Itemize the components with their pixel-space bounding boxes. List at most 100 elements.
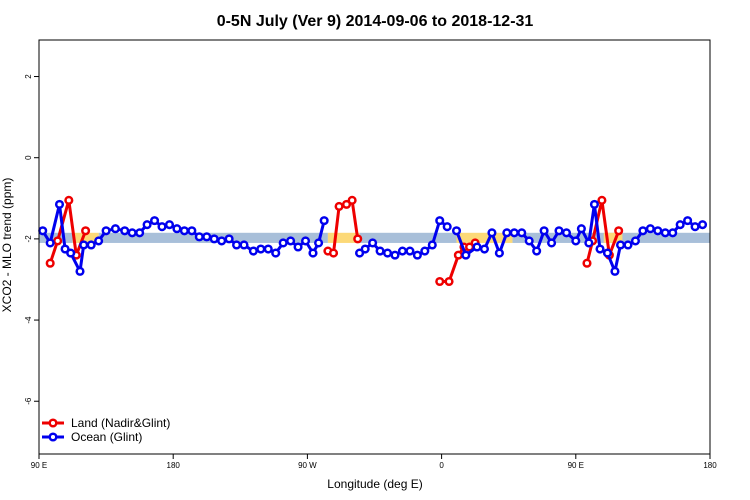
series-1-point-0-33 [286, 236, 296, 246]
land-band-0 [72, 232, 99, 243]
series-1-point-1-9 [420, 246, 430, 256]
series-1-point-2-13 [554, 226, 564, 236]
x-tick-label-1: 180 [167, 461, 181, 470]
series-1-point-0-16 [157, 222, 167, 232]
series-1-point-2-14 [561, 228, 572, 238]
series-1-point-0-4 [66, 248, 76, 258]
series-1-point-1-7 [405, 246, 415, 256]
series-1-point-0-30 [263, 244, 273, 254]
series-1-point-0-19 [179, 226, 189, 236]
y-tick-label-3: 0 [24, 155, 33, 160]
y-tick-label-0: -6 [24, 397, 33, 405]
series-1-point-1-6 [397, 246, 408, 256]
series-1-point-2-19 [595, 244, 605, 254]
series-0-point-0-4 [81, 226, 91, 236]
series-0-point-1-1 [328, 248, 339, 258]
series-1-point-1-4 [382, 248, 393, 258]
series-1-point-2-15 [571, 236, 581, 246]
series-1-point-0-20 [187, 226, 197, 236]
ocean-band-2 [359, 232, 457, 243]
series-1-point-1-1 [360, 244, 370, 254]
series-1-point-2-18 [589, 199, 599, 209]
legend-label-1: Ocean (Glint) [71, 430, 142, 444]
series-1-point-2-3 [479, 244, 490, 254]
series-1-point-0-2 [54, 199, 65, 209]
series-1-point-0-18 [172, 224, 182, 234]
y-tick-label-1: -4 [24, 316, 33, 324]
series-1-point-0-5 [75, 266, 85, 276]
series-1-point-2-0 [451, 226, 462, 236]
series-1-point-0-15 [150, 216, 160, 226]
series-0-point-1-4 [347, 195, 357, 205]
series-1-point-1-5 [390, 250, 400, 260]
x-tick-label-3: 0 [439, 461, 444, 470]
y-tick-label-2: -2 [24, 235, 33, 243]
series-1-point-2-9 [524, 236, 534, 246]
series-1-point-2-24 [630, 236, 640, 246]
series-1-point-2-2 [472, 242, 482, 252]
land-band-3 [603, 232, 623, 243]
series-1-point-2-33 [697, 220, 708, 230]
series-1-point-1-0 [355, 248, 365, 258]
series-0-point-0-0 [45, 258, 55, 268]
series-1-point-2-27 [653, 226, 663, 236]
series-0-point-2-1 [444, 276, 454, 287]
series-0-point-0-2 [64, 195, 74, 205]
series-1-point-2-17 [584, 238, 594, 248]
series-0-point-1-3 [341, 199, 352, 209]
series-1-point-1-10 [427, 240, 437, 250]
series-1-point-0-13 [135, 228, 145, 238]
series-1-point-0-14 [142, 220, 152, 230]
series-1-point-2-32 [690, 222, 700, 232]
series-1-point-0-12 [127, 228, 137, 238]
series-1-point-0-31 [271, 248, 281, 258]
x-axis: 90 E 180 90 W 0 90 E 180 [31, 454, 717, 470]
series-1-point-2-26 [645, 224, 655, 234]
series-1-point-2-6 [502, 228, 512, 238]
series-1-point-0-32 [278, 238, 288, 248]
series-0-point-2-2 [453, 250, 463, 260]
series-layer [38, 195, 708, 287]
series-1-point-2-30 [675, 220, 685, 230]
legend-marker-1 [48, 432, 58, 442]
series-1-point-2-21 [610, 266, 620, 276]
series-1-point-0-0 [38, 226, 48, 236]
land-band-1 [327, 232, 360, 243]
legend-marker-0 [48, 418, 58, 428]
chart-title: 0-5N July (Ver 9) 2014-09-06 to 2018-12-… [217, 13, 534, 30]
series-1-point-0-6 [79, 240, 89, 250]
series-1-point-0-35 [300, 236, 311, 246]
series-0-point-3-2 [597, 195, 607, 205]
series-1-point-1-11 [435, 216, 445, 226]
series-1-point-2-31 [683, 216, 693, 226]
series-1-point-2-25 [638, 226, 648, 236]
series-1-point-2-12 [547, 238, 557, 248]
series-1-point-2-1 [461, 250, 471, 260]
series-1-point-2-4 [487, 228, 497, 238]
x-tick-label-2: 90 W [298, 461, 317, 470]
series-1-point-0-22 [202, 232, 212, 242]
series-1-point-0-1 [45, 238, 55, 248]
y-axis: -6 -4 -2 0 2 [24, 74, 39, 405]
series-0-point-1-2 [334, 201, 344, 211]
series-0-point-3-4 [614, 226, 624, 236]
series-1-point-1-3 [375, 246, 385, 256]
series-1-point-2-20 [602, 248, 613, 258]
series-1-point-2-22 [615, 240, 626, 250]
x-tick-label-4: 90 E [568, 461, 584, 470]
legend: Land (Nadir&Glint)Ocean (Glint) [42, 416, 170, 444]
series-1-point-0-21 [194, 232, 204, 242]
series-1-point-0-38 [319, 216, 329, 226]
series-1-point-0-25 [224, 234, 234, 244]
series-1-point-1-12 [442, 222, 452, 232]
series-1-point-0-17 [164, 220, 175, 230]
series-1-point-0-26 [232, 240, 242, 250]
series-1-point-0-36 [308, 248, 318, 258]
series-0-point-0-1 [53, 236, 63, 246]
legend-label-0: Land (Nadir&Glint) [71, 416, 170, 430]
series-1-point-0-10 [110, 224, 120, 234]
series-1 [38, 199, 708, 276]
series-1-point-0-23 [209, 234, 219, 244]
series-0-point-1-5 [353, 234, 363, 244]
